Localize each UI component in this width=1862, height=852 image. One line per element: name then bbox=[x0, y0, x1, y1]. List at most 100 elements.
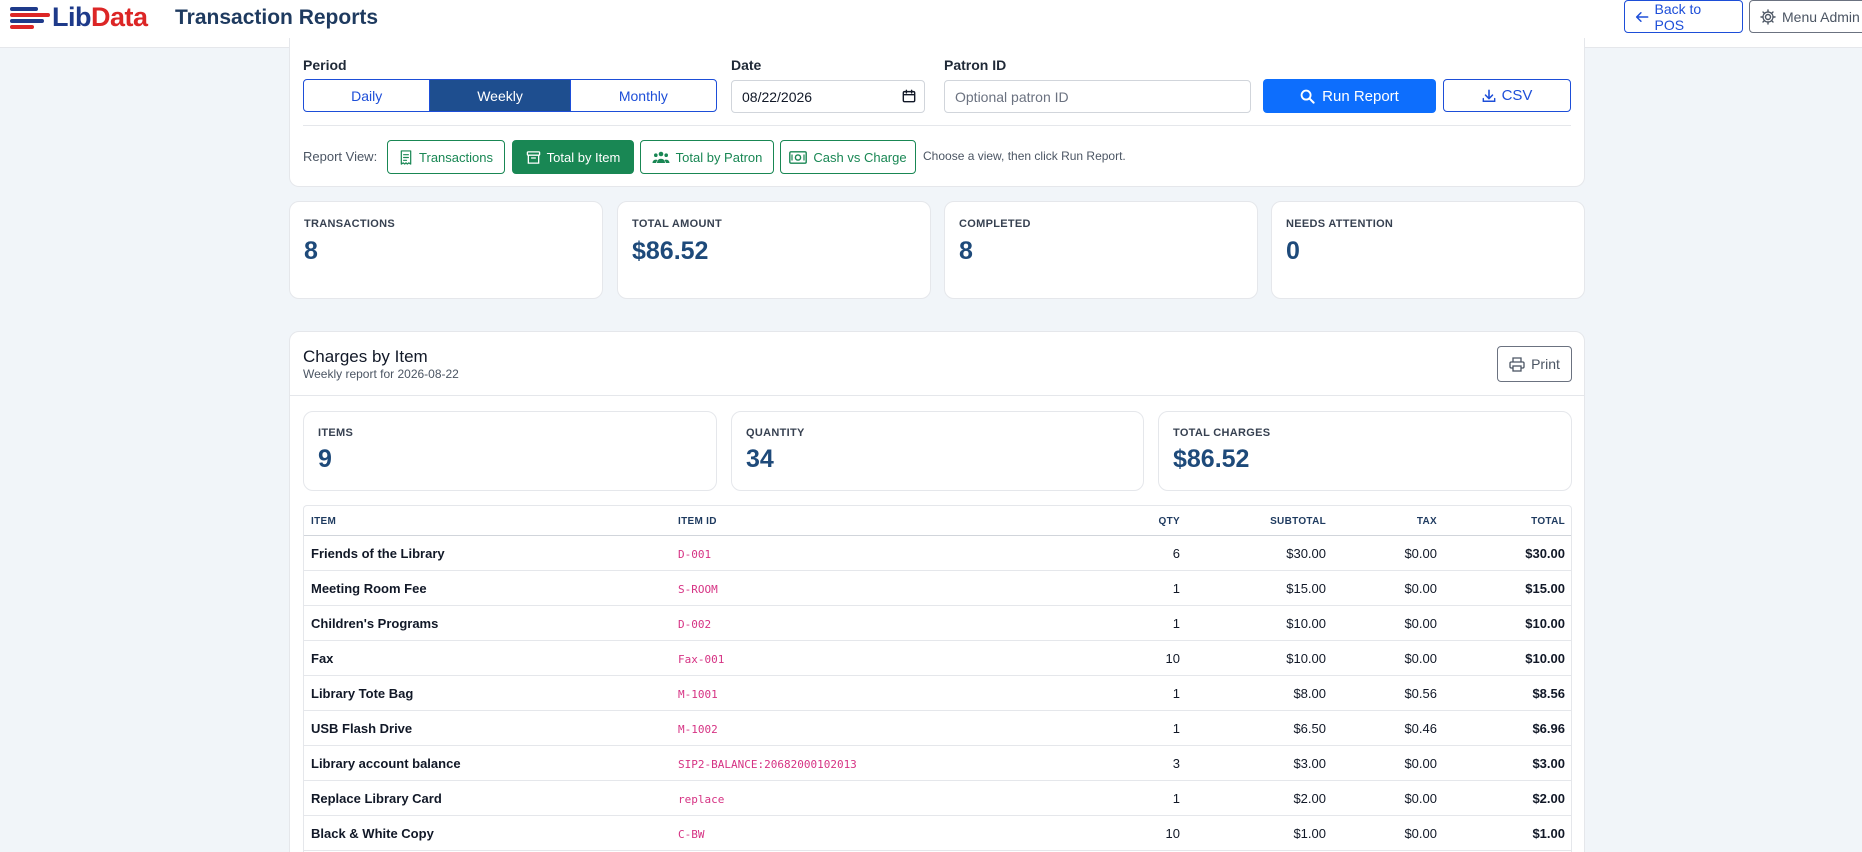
qty-cell: 1 bbox=[1172, 616, 1180, 631]
view-transactions-button[interactable]: Transactions bbox=[387, 140, 505, 174]
qty-cell: 10 bbox=[1165, 826, 1180, 841]
period-monthly-button[interactable]: Monthly bbox=[618, 87, 668, 104]
subtotal-cell: $2.00 bbox=[1293, 791, 1326, 806]
summary-card-completed: COMPLETED 8 bbox=[944, 201, 1258, 299]
view-total-by-item-button[interactable]: Total by Item bbox=[512, 140, 634, 174]
libdata-logo[interactable]: LibData bbox=[10, 2, 148, 32]
menu-admin-button[interactable]: Menu Admin bbox=[1749, 0, 1862, 33]
column-header-qty[interactable]: QTY bbox=[1158, 516, 1180, 527]
item-name-cell: Library account balance bbox=[311, 756, 461, 771]
period-daily-button[interactable]: Daily bbox=[304, 80, 431, 111]
item-id-cell: SIP2-BALANCE:20682000102013 bbox=[678, 758, 857, 771]
period-weekly-button[interactable]: Weekly bbox=[430, 80, 571, 111]
view-total-by-patron-label: Total by Patron bbox=[675, 149, 763, 165]
view-cash-vs-charge-button[interactable]: Cash vs Charge bbox=[780, 140, 916, 174]
date-value: 08/22/2026 bbox=[742, 88, 813, 105]
column-header-subtotal[interactable]: SUBTOTAL bbox=[1270, 516, 1326, 527]
summary-card-needs-attention: NEEDS ATTENTION 0 bbox=[1271, 201, 1585, 299]
summary-card-total-amount: TOTAL AMOUNT $86.52 bbox=[617, 201, 931, 299]
tax-cell: $0.56 bbox=[1404, 686, 1437, 701]
stat-label: TRANSACTIONS bbox=[304, 218, 395, 230]
stat-value: 8 bbox=[304, 237, 318, 265]
tax-cell: $0.00 bbox=[1404, 791, 1437, 806]
total-cell: $2.00 bbox=[1532, 791, 1565, 806]
subtotal-cell: $6.50 bbox=[1293, 721, 1326, 736]
page-title: Transaction Reports bbox=[175, 6, 379, 29]
arrow-left-icon bbox=[1635, 11, 1649, 22]
calendar-icon[interactable] bbox=[902, 89, 916, 103]
run-report-button[interactable]: Run Report bbox=[1263, 79, 1436, 113]
qty-cell: 1 bbox=[1172, 791, 1180, 806]
section-stat-quantity: QUANTITY 34 bbox=[731, 411, 1144, 491]
item-name-cell: Fax bbox=[311, 651, 334, 666]
qty-cell: 1 bbox=[1172, 581, 1180, 596]
stat-label: QUANTITY bbox=[746, 427, 805, 439]
column-header-tax[interactable]: TAX bbox=[1416, 516, 1437, 527]
item-name-cell: USB Flash Drive bbox=[311, 721, 413, 736]
item-id-cell: S-ROOM bbox=[678, 583, 718, 596]
subtotal-cell: $10.00 bbox=[1286, 616, 1326, 631]
table-row: Friends of the Library D-001 6 $30.00 $0.00 $… bbox=[304, 536, 1571, 571]
print-button[interactable]: Print bbox=[1497, 346, 1572, 382]
logo-stripes-icon bbox=[10, 4, 50, 30]
print-label: Print bbox=[1531, 356, 1560, 372]
archive-box-icon bbox=[526, 150, 540, 164]
total-cell: $1.00 bbox=[1532, 826, 1565, 841]
table-row: Library account balance SIP2-BALANCE:2068… bbox=[304, 746, 1571, 781]
item-name-cell: Library Tote Bag bbox=[311, 686, 414, 701]
stat-value: $86.52 bbox=[632, 237, 709, 265]
column-header-item[interactable]: ITEM bbox=[311, 516, 337, 527]
column-header-total[interactable]: TOTAL bbox=[1531, 516, 1565, 527]
tax-cell: $0.00 bbox=[1404, 756, 1437, 771]
report-view-label: Report View: bbox=[303, 149, 378, 164]
section-stat-total-charges: TOTAL CHARGES $86.52 bbox=[1158, 411, 1572, 491]
stat-label: NEEDS ATTENTION bbox=[1286, 218, 1394, 230]
tax-cell: $0.00 bbox=[1404, 826, 1437, 841]
section-divider bbox=[289, 395, 1585, 396]
total-cell: $30.00 bbox=[1525, 546, 1565, 561]
total-cell: $6.96 bbox=[1532, 721, 1565, 736]
total-cell: $3.00 bbox=[1532, 756, 1565, 771]
table-row: USB Flash Drive M-1002 1 $6.50 $0.46 $6.96 bbox=[304, 711, 1571, 746]
logo-text: LibData bbox=[52, 1, 148, 32]
tax-cell: $0.00 bbox=[1404, 546, 1437, 561]
item-name-cell: Black & White Copy bbox=[311, 826, 434, 841]
tax-cell: $0.00 bbox=[1404, 651, 1437, 666]
patron-id-placeholder: Optional patron ID bbox=[955, 88, 1069, 105]
subtotal-cell: $3.00 bbox=[1293, 756, 1326, 771]
item-name-cell: Children's Programs bbox=[311, 616, 439, 631]
patron-id-input[interactable]: Optional patron ID bbox=[944, 80, 1251, 113]
tax-cell: $0.46 bbox=[1404, 721, 1437, 736]
date-input[interactable]: 08/22/2026 bbox=[731, 80, 925, 113]
tax-cell: $0.00 bbox=[1404, 581, 1437, 596]
item-id-cell: M-1002 bbox=[678, 723, 718, 736]
stat-value: 0 bbox=[1286, 237, 1300, 265]
stat-value: $86.52 bbox=[1173, 445, 1250, 473]
column-header-item-id[interactable]: ITEM ID bbox=[678, 516, 717, 527]
stat-label: TOTAL AMOUNT bbox=[632, 218, 722, 230]
period-selector: Daily Weekly Monthly bbox=[303, 79, 717, 112]
subtotal-cell: $30.00 bbox=[1286, 546, 1326, 561]
charges-table: ITEM ITEM ID QTY SUBTOTAL TAX TOTAL Frie… bbox=[303, 505, 1572, 852]
item-id-cell: D-002 bbox=[678, 618, 712, 631]
stat-value: 9 bbox=[318, 445, 332, 473]
item-id-cell: C-BW bbox=[678, 828, 705, 841]
csv-export-button[interactable]: CSV bbox=[1443, 79, 1571, 112]
total-cell: $10.00 bbox=[1525, 651, 1565, 666]
back-to-pos-button[interactable]: Back to POS bbox=[1624, 0, 1743, 33]
view-total-by-patron-button[interactable]: Total by Patron bbox=[640, 140, 774, 174]
tax-cell: $0.00 bbox=[1404, 616, 1437, 631]
item-name-cell: Meeting Room Fee bbox=[311, 581, 427, 596]
gear-icon bbox=[1760, 8, 1776, 25]
subtotal-cell: $10.00 bbox=[1286, 651, 1326, 666]
qty-cell: 3 bbox=[1172, 756, 1180, 771]
patron-id-label: Patron ID bbox=[944, 57, 1007, 73]
item-name-cell: Friends of the Library bbox=[311, 546, 445, 561]
stat-value: 34 bbox=[746, 445, 774, 473]
view-transactions-label: Transactions bbox=[419, 149, 493, 165]
section-title: Charges by Item bbox=[303, 347, 428, 366]
qty-cell: 6 bbox=[1172, 546, 1180, 561]
date-label: Date bbox=[731, 57, 762, 73]
stat-label: ITEMS bbox=[318, 427, 354, 439]
filter-divider bbox=[303, 125, 1571, 126]
